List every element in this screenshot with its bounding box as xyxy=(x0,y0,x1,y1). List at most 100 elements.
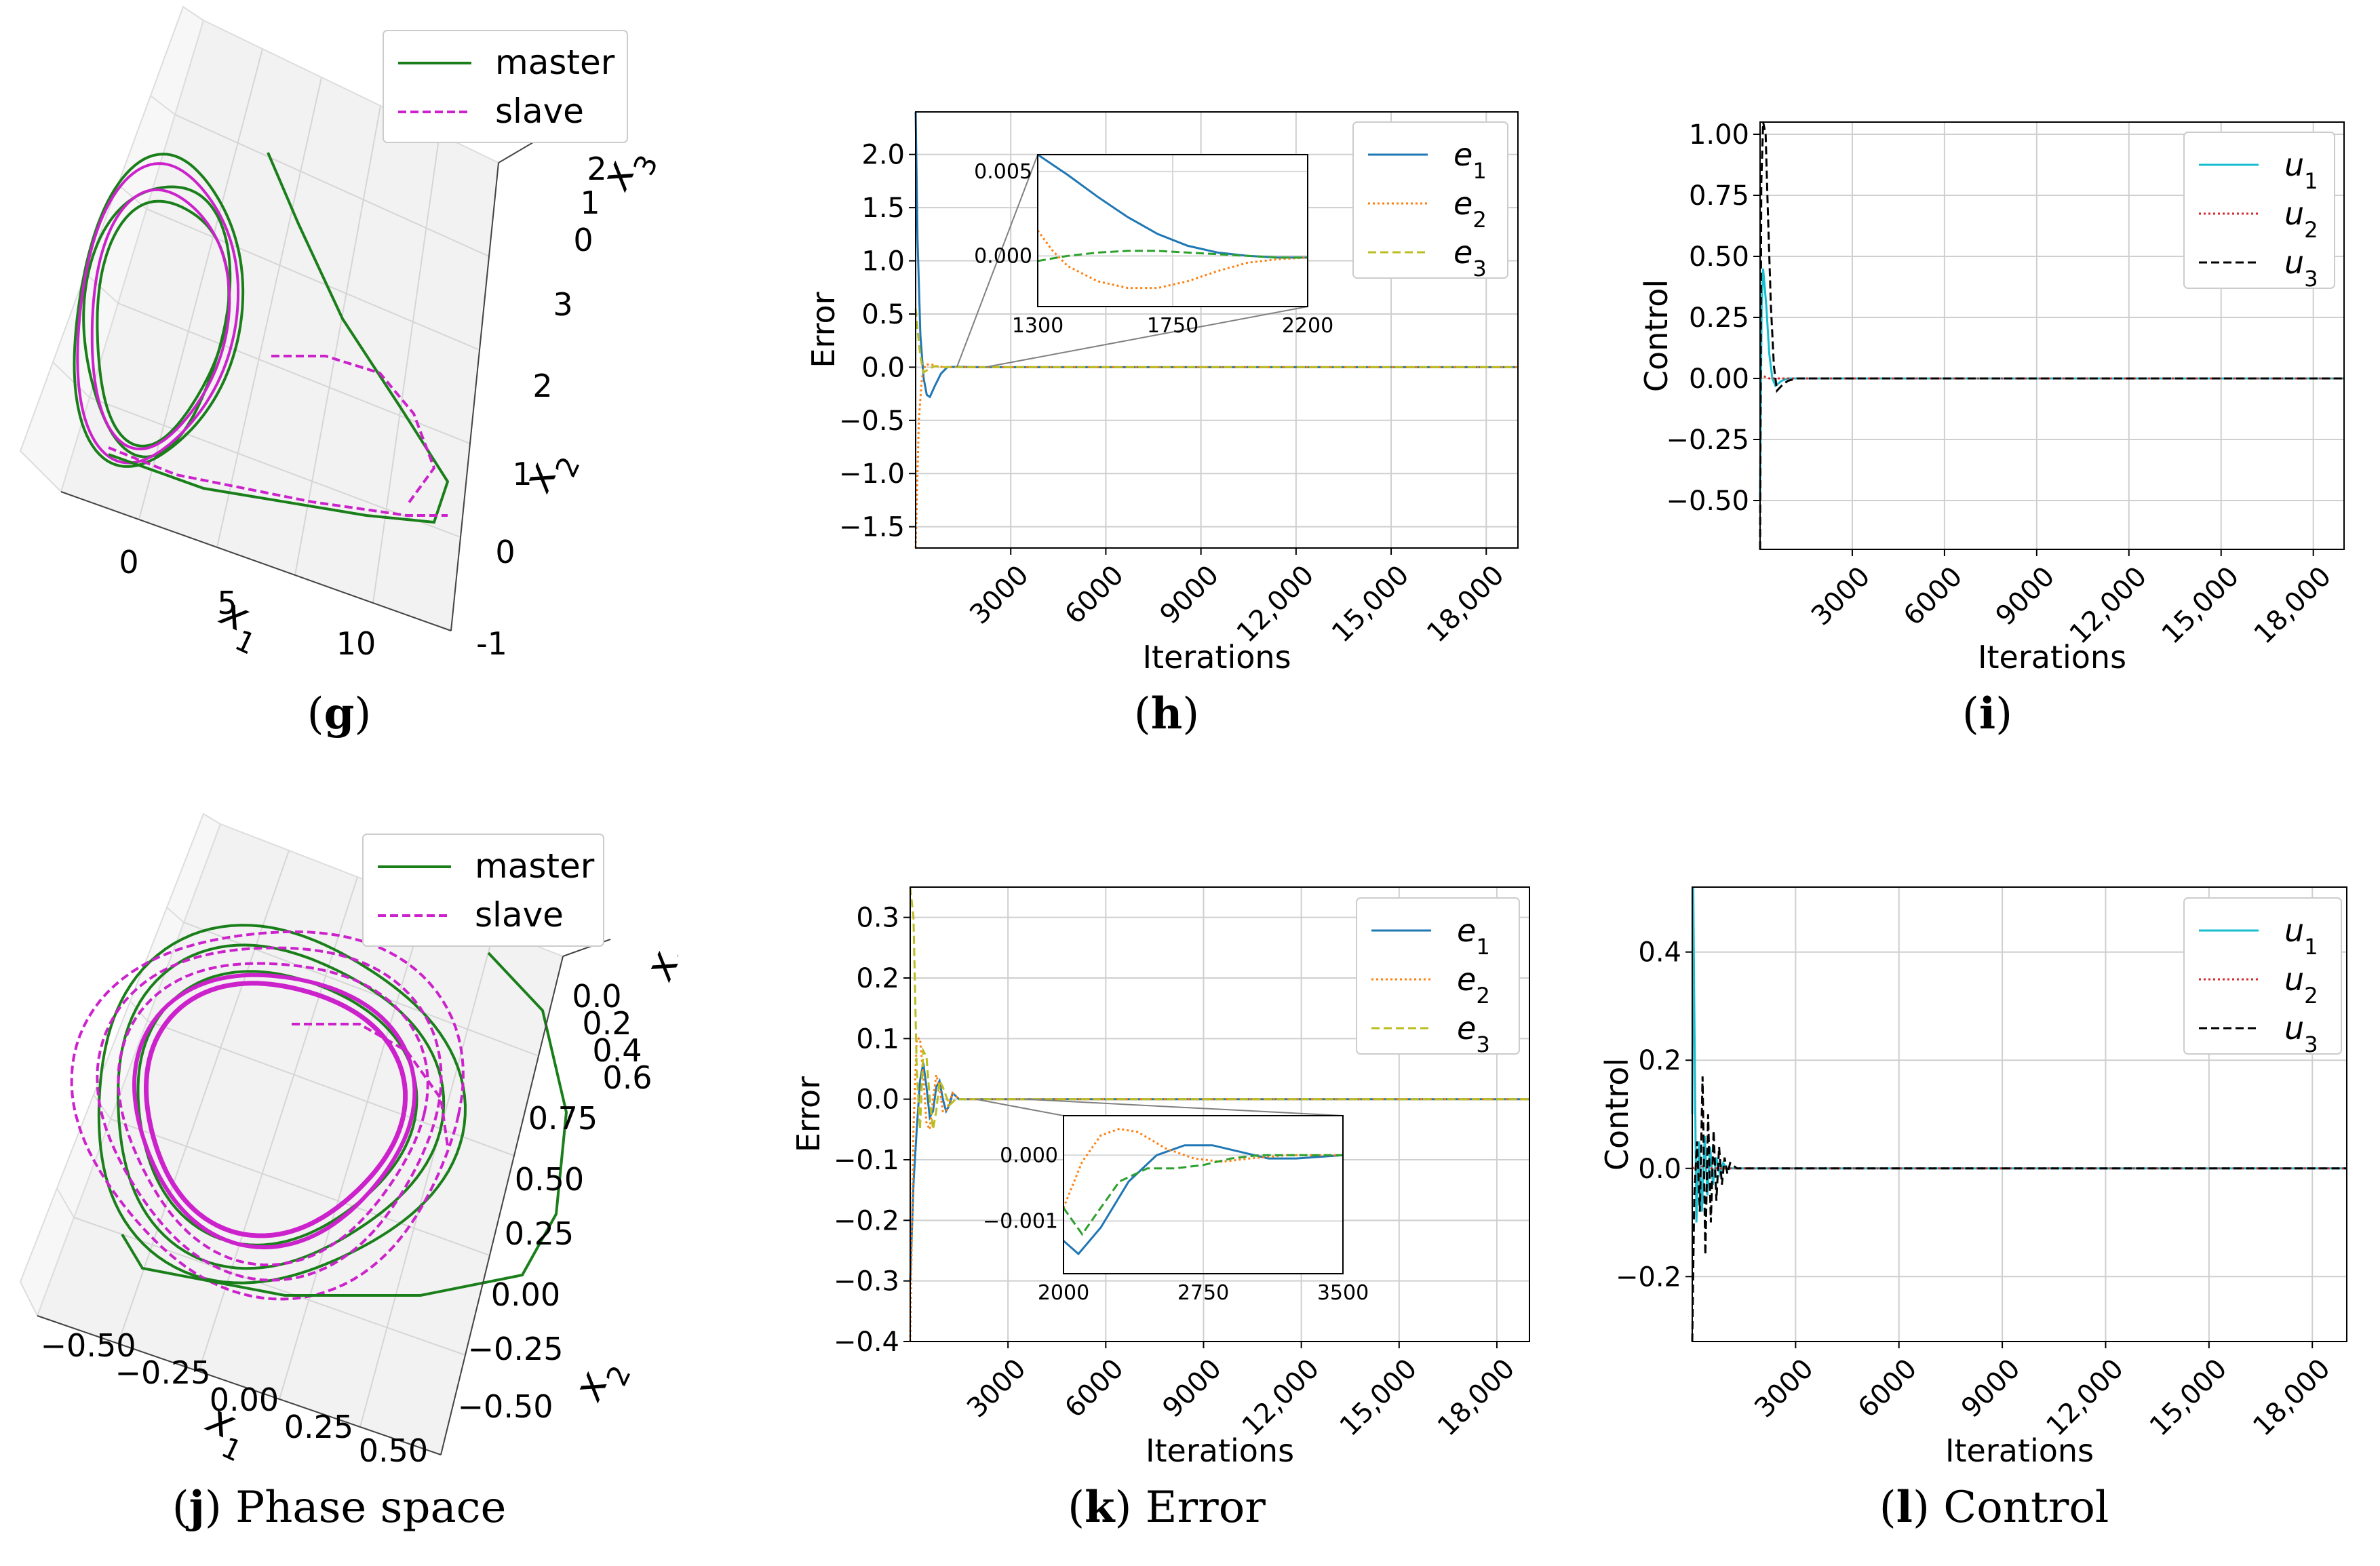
x2-axis-label: x2 xyxy=(513,440,586,505)
y-tick-label: −1.0 xyxy=(839,458,905,490)
legend-box xyxy=(1352,121,1508,279)
panel-i: 3000 6000 9000 12,000 15,000 18,000 −0.50 −0.25… xyxy=(1601,0,2380,678)
master-trajectory xyxy=(96,199,231,448)
x3-tick-label: 2 xyxy=(587,151,606,187)
inset-connector xyxy=(956,154,1038,368)
series-e3 xyxy=(914,308,1518,374)
legend-box xyxy=(1356,897,1520,1055)
x-tick-label: 6000 xyxy=(1852,1353,1924,1424)
series-e3 xyxy=(909,886,1529,1130)
slave-trajectory xyxy=(76,162,240,465)
x1-tick-label: 0.25 xyxy=(284,1409,353,1445)
x2-tick-label: −0.50 xyxy=(458,1388,553,1425)
legend-label-master: master xyxy=(475,846,595,886)
legend-label-u3: u3 xyxy=(2284,244,2318,292)
x3-tick-label: 0.2 xyxy=(582,1005,631,1042)
back-pane xyxy=(19,5,205,493)
y-tick-label: 0.2 xyxy=(1638,1045,1681,1076)
y-tick-label: −0.50 xyxy=(1666,486,1749,517)
plot-frame xyxy=(910,886,1530,1342)
x-tick-label: 9000 xyxy=(1154,560,1226,631)
plot-frame xyxy=(915,111,1519,549)
legend-label-e2: e2 xyxy=(1457,961,1490,1009)
chart-h: 3000 6000 9000 12,000 15,000 18,000 −1.5 −1.0 −0… xyxy=(805,111,1519,676)
y-tick-label: 0.0 xyxy=(861,352,905,383)
x3-tick-label: 0.0 xyxy=(572,978,621,1015)
plot-frame xyxy=(1759,121,2345,550)
legend-box xyxy=(383,30,628,143)
slave-trajectory xyxy=(70,930,465,1301)
y-tick-label: 0.2 xyxy=(856,963,899,994)
x-tick-label: 9000 xyxy=(1156,1353,1228,1424)
legend-label-e1: e1 xyxy=(1457,912,1490,960)
x3-tick-label: 0.4 xyxy=(592,1032,642,1069)
legend-box xyxy=(362,834,604,947)
x-tick-label: 12,000 xyxy=(1236,1353,1325,1442)
x-axis-label: Iterations xyxy=(1945,1432,2094,1469)
legend-label-u2: u2 xyxy=(2284,961,2318,1009)
inset-x-tick-label: 1750 xyxy=(1147,314,1198,338)
legend-box xyxy=(2183,132,2335,289)
caption-i: (i) xyxy=(1962,688,2013,739)
x-tick-label: 18,000 xyxy=(1432,1353,1521,1442)
caption-j: (j) Phase space xyxy=(172,1482,507,1533)
caption-k: (k) Error xyxy=(1068,1482,1266,1533)
inset-x-tick-label: 2750 xyxy=(1177,1281,1229,1305)
floor-gridline xyxy=(216,77,322,548)
x3-axis-label: x3 xyxy=(591,138,664,203)
x3-tick-label: 1 xyxy=(580,184,600,221)
back-gridline xyxy=(130,1000,148,1021)
y-tick-label: 0.3 xyxy=(856,903,899,934)
x2-tick-label: 0 xyxy=(495,534,515,570)
x3-tick-label: 0.6 xyxy=(602,1059,652,1096)
y-tick-label: 0.0 xyxy=(1638,1154,1681,1185)
x-tick-label: 18,000 xyxy=(2247,1353,2336,1442)
back-gridline xyxy=(52,361,90,398)
x2-tick-label: 0.75 xyxy=(528,1100,598,1137)
x-tick-label: 6000 xyxy=(1059,560,1130,631)
master-trajectory xyxy=(73,153,245,468)
legend-label-u1: u1 xyxy=(2284,912,2318,960)
inset-y-tick-label: −0.001 xyxy=(983,1209,1058,1233)
slave-trajectory xyxy=(132,973,417,1250)
x-tick-label: 15,000 xyxy=(2144,1353,2233,1442)
x-tick-label: 3000 xyxy=(964,560,1035,631)
y-tick-label: 2.0 xyxy=(861,140,905,171)
y-tick-label: 0.25 xyxy=(1689,302,1749,334)
legend-label-slave: slave xyxy=(475,895,564,935)
y-tick-label: −0.2 xyxy=(1616,1261,1681,1293)
caption-g: (g) xyxy=(307,688,372,739)
legend-label-master: master xyxy=(495,43,615,82)
y-tick-label: −0.2 xyxy=(834,1205,899,1236)
x-tick-label: 15,000 xyxy=(2156,561,2245,650)
x2-tick-label: -1 xyxy=(476,625,507,662)
x2-tick-label: −0.25 xyxy=(468,1331,564,1367)
x3-axis-label: x3 xyxy=(635,928,678,994)
legend-label-u2: u2 xyxy=(2284,195,2318,243)
y-tick-label: 0.0 xyxy=(856,1084,899,1116)
master-trajectory xyxy=(97,924,467,1285)
series-u1 xyxy=(1759,268,2344,501)
slave-trajectory xyxy=(143,981,408,1238)
floor-gridline xyxy=(294,105,381,576)
y-tick-label: −0.3 xyxy=(834,1266,899,1297)
x1-tick-label: 10 xyxy=(336,625,376,662)
y-tick-label: −0.1 xyxy=(834,1145,899,1176)
x2-tick-label: 2 xyxy=(532,368,552,404)
x-tick-label: 12,000 xyxy=(2064,561,2153,650)
x-tick-label: 6000 xyxy=(1898,561,1969,632)
inset-frame xyxy=(1063,1115,1344,1274)
inset-x-tick-label: 1300 xyxy=(1012,314,1064,338)
legend-box xyxy=(2183,897,2342,1055)
back-gridline xyxy=(93,1094,111,1120)
slave-trajectory xyxy=(90,188,231,451)
back-gridline xyxy=(150,95,176,115)
master-transient xyxy=(121,952,568,1297)
x-tick-label: 15,000 xyxy=(1334,1353,1423,1442)
axis-edge xyxy=(440,956,564,1455)
inset-y-tick-label: 0.000 xyxy=(1000,1143,1058,1167)
x-tick-label: 3000 xyxy=(1749,1353,1820,1424)
y-tick-label: −0.25 xyxy=(1666,425,1749,456)
inset-series-e3 xyxy=(1037,250,1308,262)
